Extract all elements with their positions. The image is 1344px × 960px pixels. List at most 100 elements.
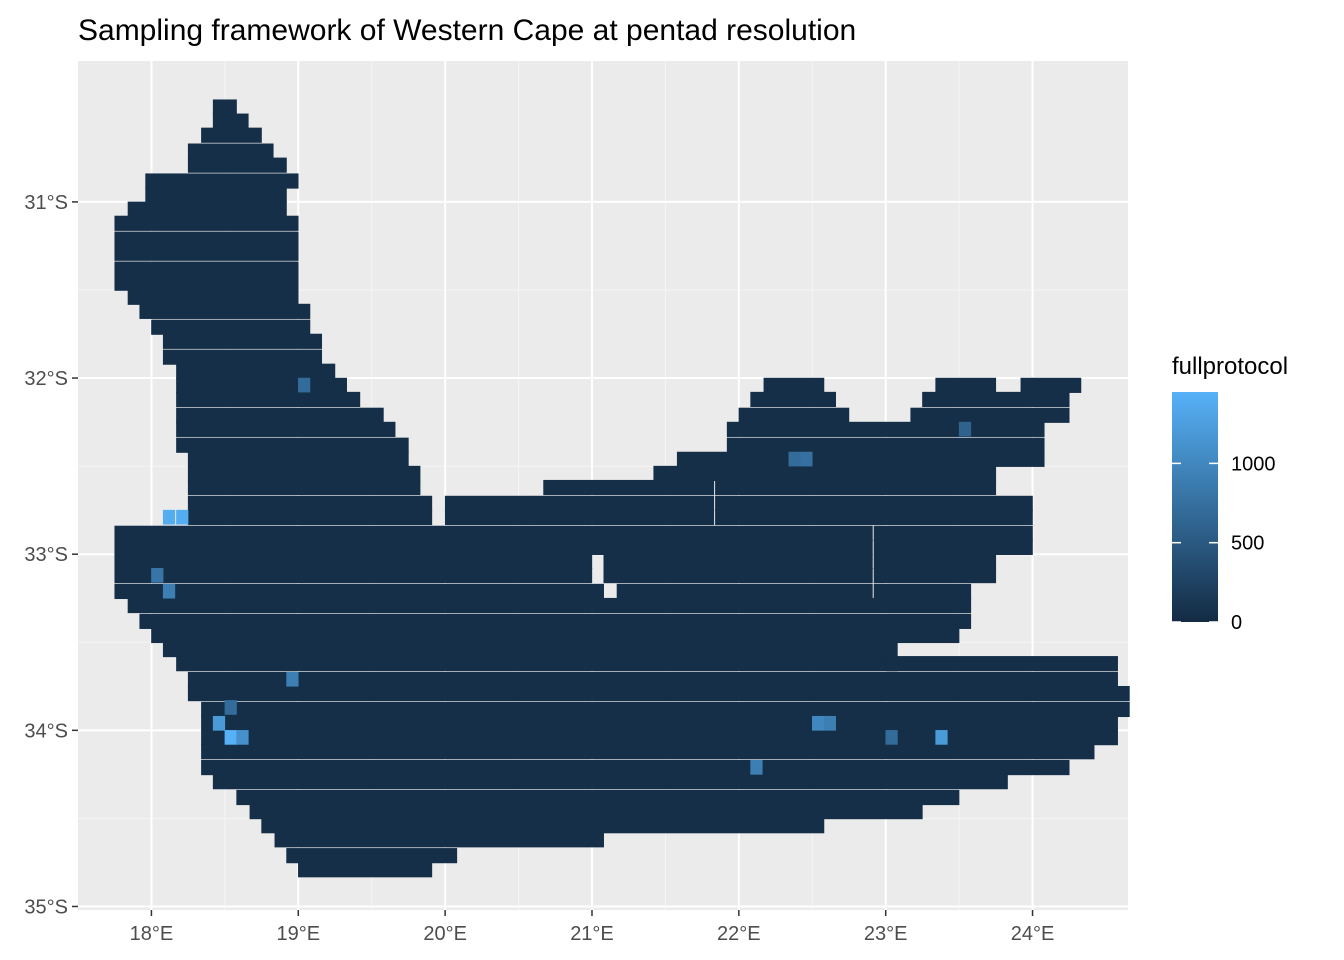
pentad-cell-span (715, 479, 997, 496)
pentad-cell-span (187, 157, 287, 173)
pentad-cell (800, 451, 813, 467)
pentad-cell-span (114, 525, 531, 541)
x-tick-label: 24°E (1011, 923, 1055, 945)
y-axis: 31°S 32°S 33°S 34°S 35°S (24, 192, 78, 918)
pentad-cell-span (935, 377, 997, 393)
pentad-cell-span (286, 848, 458, 864)
pentad-cell-span (873, 539, 1033, 555)
pentad-cell-span (127, 289, 299, 305)
pentad-cell-span (261, 818, 825, 834)
pentad-cell-span (127, 597, 886, 614)
pentad-cell-span (201, 730, 1118, 746)
y-tick-label: 33°S (24, 544, 68, 566)
x-tick-label: 20°E (423, 923, 467, 945)
pentad-cell-span (162, 333, 323, 349)
pentad-cell (236, 730, 249, 745)
pentad-cell-span (176, 377, 347, 393)
pentad-cell-span (873, 553, 997, 570)
pentad-cell-span (114, 275, 299, 291)
pentad-cell-span (145, 173, 299, 189)
legend-tick-label: 500 (1231, 533, 1264, 555)
pentad-cell-span (543, 479, 715, 496)
pentad-cell-span (212, 113, 249, 129)
pentad-cell-span (530, 539, 873, 555)
pentad-cell-span (114, 245, 299, 261)
pentad-cell-span (616, 583, 873, 600)
pentad-cell-span (201, 715, 1118, 732)
pentad-cell-span (114, 539, 531, 555)
pentad-cell (162, 583, 176, 599)
legend-tick-label: 1000 (1231, 453, 1276, 475)
pentad-cell-span (176, 407, 384, 423)
pentad-cell-span (201, 701, 1130, 718)
pentad-cell-span (139, 613, 972, 629)
pentad-cell (788, 451, 801, 467)
x-tick-label: 19°E (276, 923, 320, 945)
pentad-cell-span (653, 465, 997, 482)
pentad-cell-span (910, 407, 1070, 423)
pentad-cell-span (274, 832, 604, 848)
x-axis: 18°E 19°E 20°E 21°E 22°E 23°E 24°E (130, 910, 1055, 945)
pentad-cell-span (162, 349, 323, 365)
x-tick-label: 23°E (864, 923, 908, 945)
pentad-cell-span (715, 509, 1033, 526)
pentad-cell (750, 759, 763, 775)
pentad-cell-span (145, 187, 287, 203)
pentad-cell (298, 377, 311, 393)
pentad-cell-span (249, 804, 923, 820)
pentad-cell-span (151, 627, 960, 644)
y-tick-label: 32°S (24, 368, 68, 390)
pentad-cell-span (726, 437, 1045, 453)
pentad-cell (286, 671, 299, 687)
pentad-cell-span (176, 656, 898, 672)
pentad-cell-span (114, 553, 593, 570)
pentad-cell-span (187, 451, 409, 467)
pentad-cell (812, 715, 825, 731)
pentad-cell-span (922, 391, 1070, 408)
pentad-cell (162, 509, 176, 525)
pentad-cell-span (114, 215, 299, 231)
pentad-cell-span (444, 509, 531, 526)
pentad-cell-span (212, 99, 237, 115)
pentad-cell-span (127, 201, 287, 217)
pentad-cell-span (212, 774, 1008, 790)
pentad-cell (958, 421, 972, 437)
pentad-cell-span (201, 744, 1095, 760)
pentad-cell (935, 730, 948, 745)
y-tick-label: 35°S (24, 896, 68, 918)
pentad-cell-span (530, 509, 715, 526)
pentad-cell-span (187, 686, 1130, 702)
pentad-cell-span (530, 525, 873, 541)
pentad-cell (151, 567, 164, 583)
pentad-cell-span (114, 261, 299, 277)
pentad-cell-span (201, 759, 1070, 776)
pentad-cell-span (298, 862, 433, 878)
y-tick-label: 31°S (24, 192, 68, 214)
pentad-cell (823, 715, 837, 731)
pentad-cell-span (176, 421, 396, 437)
pentad-cell (224, 700, 237, 715)
pentad-cell-span (176, 363, 336, 379)
legend: fullprotocol 0 500 1000 (1172, 353, 1288, 634)
legend-ticks: 0 500 1000 (1172, 453, 1276, 634)
pentad-cell (224, 730, 237, 745)
pentad-cell-span (162, 641, 898, 658)
pentad-cell-span (114, 583, 604, 600)
pentad-cell-span (176, 437, 409, 453)
pentad-cell (176, 509, 189, 525)
pentad-cell-span (1020, 377, 1082, 393)
pentad-cell-span (603, 567, 873, 584)
pentad-cell-span (715, 495, 1033, 511)
pentad-cell (885, 730, 898, 745)
pentad-cell-span (676, 451, 1045, 467)
pentad-cell-span (444, 495, 531, 511)
legend-tick-label: 0 (1231, 612, 1242, 634)
pentad-cell-span (114, 567, 593, 584)
pentad-cell-span (873, 525, 1033, 541)
pentad-cell-span (885, 597, 972, 614)
pentad-cell-span (603, 553, 873, 570)
pentad-cell-span (201, 127, 262, 143)
pentad-cell-span (530, 495, 715, 511)
pentad-cell-span (187, 143, 274, 159)
